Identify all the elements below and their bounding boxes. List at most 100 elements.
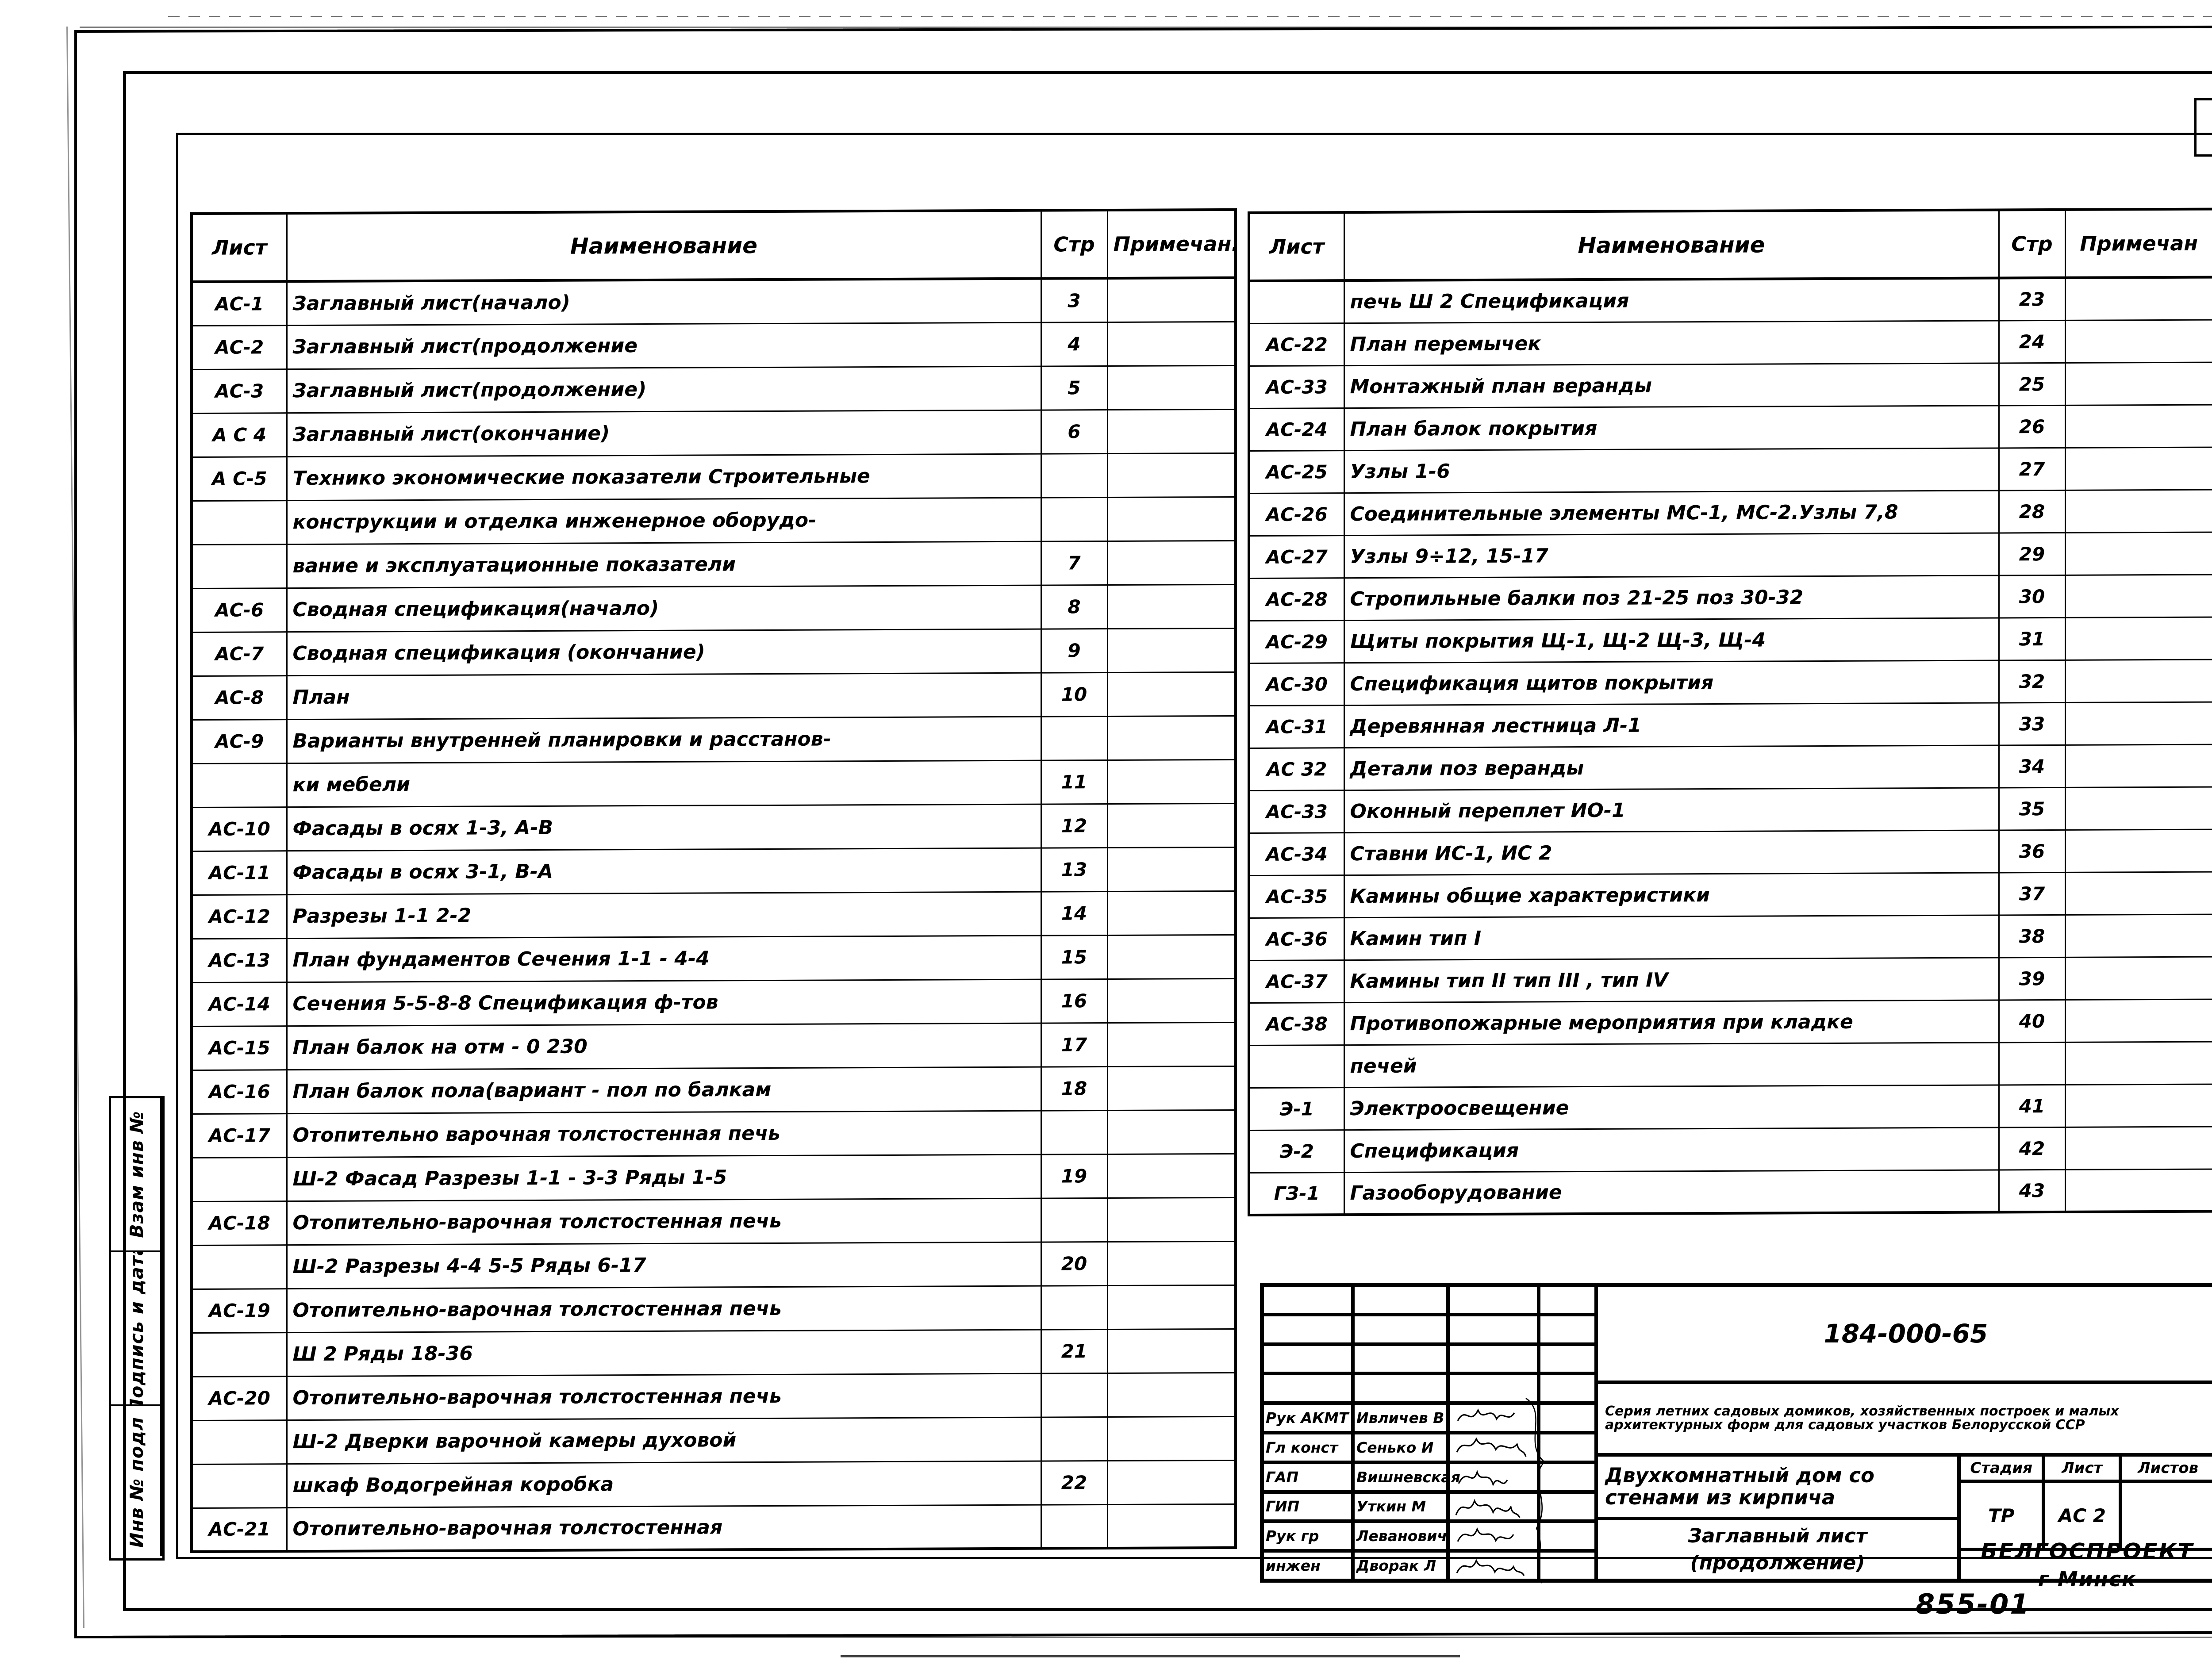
table-row: АС-8 План 10 (192, 671, 1236, 720)
cell-name: Отопительно-варочная толстостенная печь (287, 1373, 1041, 1420)
stage-value-sheet: АС 2 (2043, 1481, 2121, 1549)
revision-cell-r7-c0 (1262, 1492, 1353, 1522)
cell-name: Спецификация (1344, 1127, 1999, 1173)
cell-sheet: АС-2 (192, 325, 287, 369)
revision-cell-r6-c2 (1448, 1462, 1539, 1492)
table-row: АС-35 Камины общие характеристики 37 (1249, 871, 2212, 918)
cell-name: Отопительно-варочная толстостенная (287, 1504, 1041, 1552)
cell-sheet: АС-19 (192, 1289, 287, 1333)
cell-page: 43 (1999, 1169, 2065, 1212)
scan-edge-bottom (80, 1637, 2212, 1638)
cell-name: Монтажный план веранды (1344, 363, 1999, 408)
stage-header-sheet: Лист (2043, 1455, 2121, 1482)
cell-page (1041, 1198, 1107, 1242)
cell-sheet (192, 500, 287, 545)
revision-cell-r2-c0 (1262, 1344, 1353, 1374)
role-label: Гл конст (1266, 1438, 1338, 1456)
table-row: вание и эксплуатационные показатели 7 (192, 540, 1236, 588)
cell-note (2065, 362, 2212, 405)
cell-name: Оконный переплет ИО-1 (1344, 787, 1999, 833)
cell-page: 38 (1999, 914, 2065, 958)
cell-name: Узлы 1-6 (1344, 448, 1999, 493)
cell-name: План перемычек (1344, 320, 1999, 366)
cell-page (1041, 1110, 1107, 1154)
contents-header-name: Наименование (1344, 210, 1999, 281)
cell-name: Отопительно варочная толстостенная печь (287, 1110, 1041, 1158)
table-row: АС-16 План балок пола(вариант - пол по ба… (192, 1066, 1236, 1114)
cell-page: 42 (1999, 1127, 2065, 1170)
revision-cell-r6-c0 (1262, 1462, 1353, 1492)
cell-name: конструкции и отделка инженерное оборудо… (287, 497, 1041, 545)
cell-name: Щиты покрытия Щ-1, Щ-2 Щ-3, Щ-4 (1344, 617, 1999, 663)
cell-name: Сводная спецификация (окончание) (287, 629, 1041, 676)
cell-page: 19 (1041, 1154, 1107, 1198)
cell-note (1107, 890, 1236, 936)
revision-cell-r7-c1 (1353, 1492, 1448, 1522)
table-row: АС-34 Ставни ИС-1, ИС 2 36 (1249, 829, 2212, 875)
table-row: Ш-2 Дверки варочной камеры духовой (192, 1416, 1236, 1464)
cell-page: 20 (1041, 1242, 1107, 1286)
cell-name: шкаф Водогрейная коробка (287, 1461, 1041, 1508)
cell-name: Заглавный лист(окончание) (287, 410, 1041, 457)
cell-page: 8 (1041, 585, 1107, 629)
role-person-name: Вишневская (1356, 1468, 1460, 1486)
cell-page: 37 (1999, 872, 2065, 915)
stamp-cell-label: Взам инв № (126, 1111, 147, 1238)
table-row: АС-6 Сводная спецификация(начало) 8 (192, 584, 1236, 632)
table-row: АС-11 Фасады в осях 3-1, В-А 13 (192, 847, 1236, 895)
cell-name: Детали поз веранды (1344, 745, 1999, 790)
cell-name: Разрезы 1-1 2-2 (287, 891, 1041, 939)
cell-note (2065, 1169, 2212, 1212)
table-row: АС-3 Заглавный лист(продолжение) 5 (192, 365, 1236, 413)
cell-note (2065, 659, 2212, 702)
table-row: шкаф Водогрейная коробка 22 (192, 1460, 1236, 1508)
cell-note (1107, 496, 1236, 541)
table-row: АС-19 Отопительно-варочная толстостенная … (192, 1285, 1236, 1333)
table-row: А С 4 Заглавный лист(окончание) 6 (192, 409, 1236, 457)
cell-note (1107, 803, 1236, 848)
cell-page: 36 (1999, 829, 2065, 873)
revision-cell-r1-c2 (1448, 1314, 1539, 1344)
cell-sheet: А С-5 (192, 456, 287, 501)
cell-note (2065, 829, 2212, 872)
cell-sheet: АС-10 (192, 807, 287, 851)
contents-table-left: Лист Наименование Стр Примечан. АС-1 Заглавны… (190, 208, 1237, 1553)
cell-page: 41 (1999, 1084, 2065, 1127)
revision-cell-r3-c2 (1448, 1373, 1539, 1404)
cell-name: Ставни ИС-1, ИС 2 (1344, 830, 1999, 875)
cell-sheet: АС-35 (1249, 875, 1344, 918)
revision-cell-r4-c2 (1448, 1403, 1539, 1433)
cell-page (1041, 1504, 1107, 1549)
role-person-name: Ивличев В (1356, 1409, 1444, 1427)
cell-name: План балок пола(вариант - пол по балкам (287, 1066, 1041, 1114)
stamp-cell-label: Инв № подл (126, 1416, 147, 1548)
table-row: ГЗ-1 Газооборудование 43 (1249, 1169, 2212, 1215)
table-row: АС-20 Отопительно-варочная толстостенная … (192, 1372, 1236, 1420)
revision-cell-r5-c1 (1353, 1433, 1448, 1462)
cell-page: 21 (1041, 1329, 1107, 1373)
cell-page: 33 (1999, 702, 2065, 745)
cell-note (2065, 277, 2212, 320)
cell-note (1107, 1503, 1236, 1549)
cell-name: Отопительно-варочная толстостенная печь (287, 1285, 1041, 1333)
cell-page (1041, 453, 1107, 498)
stamp-cell-1: Подпись и дата (111, 1252, 162, 1406)
table-row: АС-29 Щиты покрытия Щ-1, Щ-2 Щ-3, Щ-4 31 (1249, 617, 2212, 663)
table-row: Ш 2 Ряды 18-36 21 (192, 1328, 1236, 1377)
cell-name: Сводная спецификация(начало) (287, 585, 1041, 632)
revision-cell-r2-c2 (1448, 1344, 1539, 1374)
cell-sheet: АС-25 (1249, 450, 1344, 493)
table-row: АС-2 Заглавный лист(продолжение 4 (192, 321, 1236, 369)
cell-name: ки мебели (287, 760, 1041, 807)
cell-note (1107, 1328, 1236, 1373)
table-row: А С-5 Технико экономические показатели Ст… (192, 453, 1236, 501)
cell-page: 12 (1041, 804, 1107, 848)
organization-name: БЕЛГОСПРОЕКТ (1981, 1538, 2194, 1564)
cell-page: 3 (1041, 278, 1107, 322)
revision-cell-r8-c3 (1539, 1521, 1596, 1551)
table-row: печей (1249, 1041, 2212, 1088)
table-row: Э-1 Электроосвещение 41 (1249, 1084, 2212, 1130)
cell-page: 6 (1041, 410, 1107, 454)
revision-cell-r0-c0 (1262, 1285, 1353, 1315)
revision-cell-r2-c1 (1353, 1344, 1448, 1374)
